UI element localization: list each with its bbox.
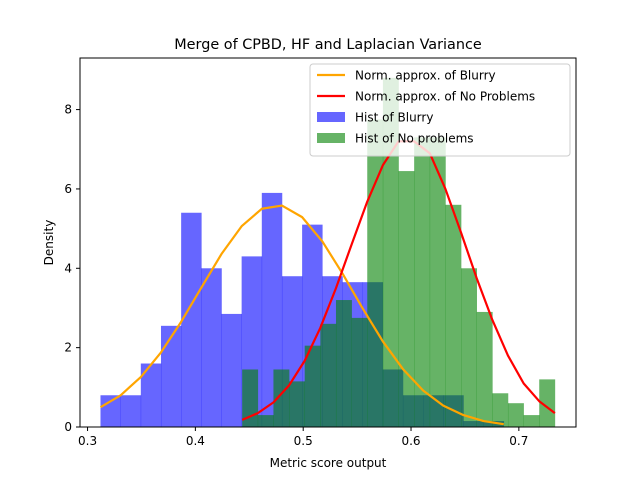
legend-label: Hist of No problems [355, 132, 474, 146]
hist-bar-no-problems [523, 415, 540, 427]
curve-blurry [99, 204, 504, 426]
x-tick-label: 0.3 [78, 434, 97, 448]
hist-bar-blurry [221, 313, 242, 427]
hist-bar-no-problems [367, 119, 384, 427]
axes: 0.3 0.4 0.5 0.6 0.7 0 2 4 6 8 [64, 57, 577, 448]
y-axis-label: Density [42, 220, 56, 266]
x-tick-label: 0.6 [401, 434, 420, 448]
y-tick-label: 8 [64, 103, 72, 117]
hist-bar-blurry [181, 212, 202, 427]
y-tick-label: 6 [64, 182, 72, 196]
hist-bar-blurry [261, 192, 283, 427]
y-tick-label: 4 [64, 261, 72, 275]
legend-patch-swatch [317, 112, 345, 122]
y-tick-label: 0 [64, 420, 72, 434]
hist-bar-no-problems [242, 369, 259, 427]
hist-bar-no-problems [429, 137, 446, 427]
hist-bar-no-problems [257, 415, 274, 427]
legend-label: Hist of Blurry [355, 111, 433, 125]
hist-bar-no-problems [539, 379, 556, 427]
hist-bar-no-problems [335, 300, 352, 427]
hist-bar-blurry [120, 395, 142, 427]
plot-frame [79, 57, 577, 428]
legend-label: Norm. approx. of No Problems [355, 90, 535, 104]
hist-bar-no-problems [273, 369, 290, 427]
legend-label: Norm. approx. of Blurry [355, 69, 496, 83]
hist-bar-no-problems [414, 137, 431, 427]
x-tick-label: 0.4 [186, 434, 205, 448]
hist-bar-blurry [140, 363, 162, 427]
hist-bar-no-problems [320, 323, 337, 427]
x-tick-label: 0.5 [294, 434, 313, 448]
hist-bar-no-problems [461, 268, 477, 427]
legend: Norm. approx. of Blurry Norm. approx. of … [309, 63, 571, 157]
hist-bar-no-problems [398, 171, 415, 427]
hist-bar-no-problems [492, 393, 509, 427]
y-tick-label: 2 [64, 341, 72, 355]
x-tick-label: 0.7 [509, 434, 528, 448]
hist-bar-no-problems [351, 317, 368, 427]
histogram-bars [100, 77, 556, 427]
hist-bar-no-problems [445, 204, 462, 427]
hist-bar-no-problems [304, 345, 321, 427]
hist-bar-no-problems [382, 77, 399, 427]
hist-bar-blurry [160, 325, 182, 427]
x-axis-label: Metric score output [270, 456, 387, 470]
legend-patch-swatch [317, 133, 345, 143]
hist-bar-no-problems [507, 403, 524, 427]
chart-title: Merge of CPBD, HF and Laplacian Variance [174, 37, 482, 53]
legend-box [309, 63, 571, 157]
hist-bar-no-problems [289, 381, 306, 427]
hist-bar-no-problems [476, 311, 493, 427]
hist-bar-blurry [201, 268, 222, 427]
